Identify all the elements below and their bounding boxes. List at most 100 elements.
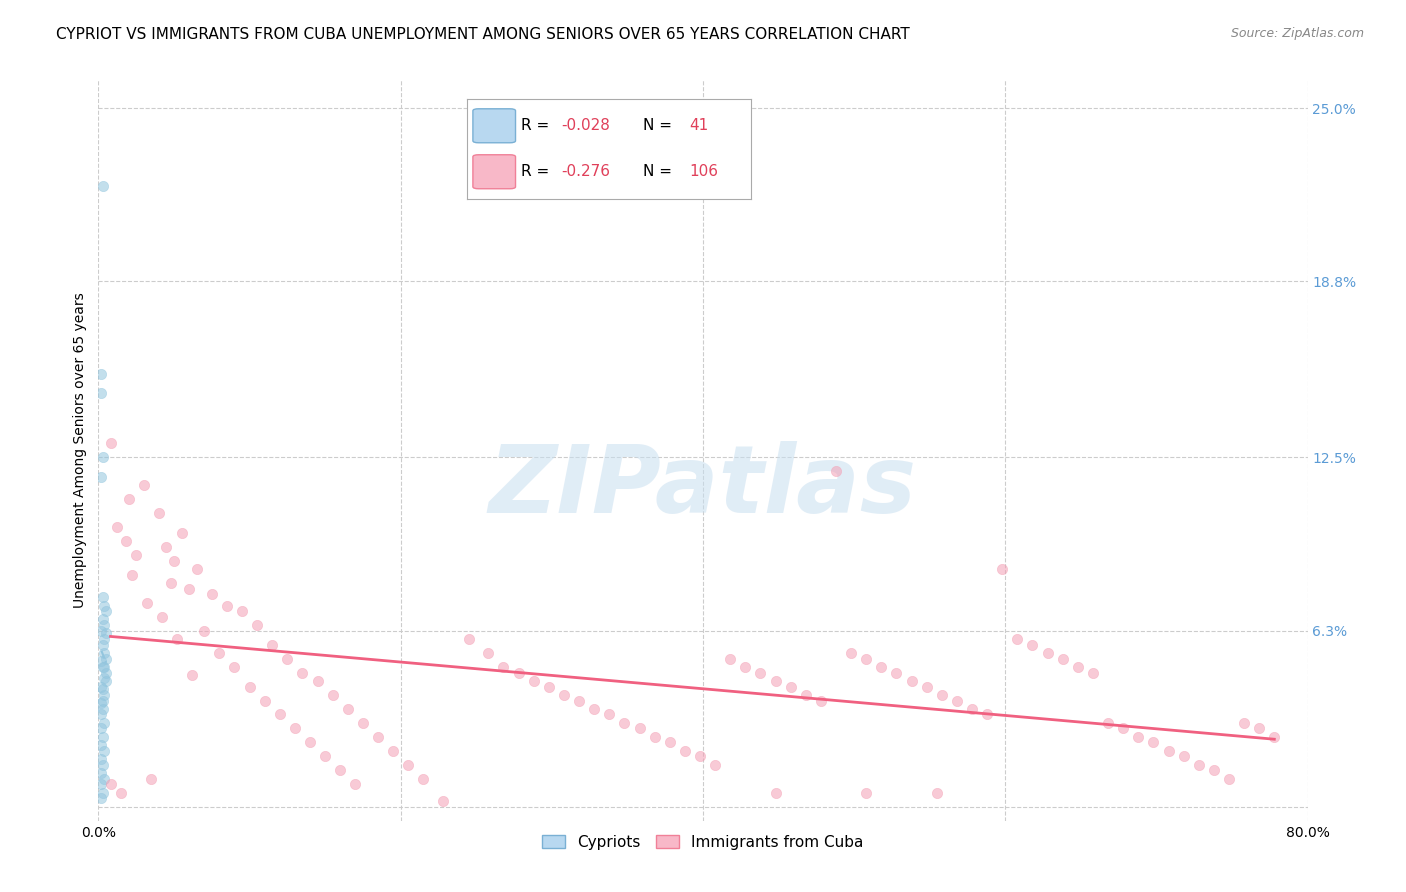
Point	[1067, 660, 1090, 674]
Point	[839, 646, 862, 660]
Point	[794, 688, 817, 702]
Point	[946, 693, 969, 707]
Point	[90, 722, 112, 736]
Point	[215, 599, 238, 613]
Point	[93, 646, 115, 660]
Point	[367, 730, 389, 744]
Point	[1036, 646, 1059, 660]
Point	[1249, 722, 1271, 736]
Point	[307, 673, 329, 688]
Point	[150, 609, 173, 624]
Point	[166, 632, 188, 646]
Point	[262, 638, 284, 652]
Point	[1097, 715, 1119, 730]
Point	[91, 450, 114, 465]
Point	[870, 660, 893, 674]
Point	[94, 604, 117, 618]
Text: ZIPatlas: ZIPatlas	[489, 442, 917, 533]
Point	[900, 673, 922, 688]
Point	[689, 749, 711, 764]
Point	[170, 525, 193, 540]
Point	[110, 786, 132, 800]
Point	[1112, 722, 1135, 736]
Point	[477, 646, 499, 660]
Point	[163, 554, 186, 568]
Point	[90, 470, 112, 484]
Point	[1142, 735, 1164, 749]
Point	[121, 567, 143, 582]
Point	[613, 715, 636, 730]
Point	[779, 680, 801, 694]
Point	[269, 707, 291, 722]
Point	[523, 673, 546, 688]
Point	[734, 660, 756, 674]
Point	[93, 744, 115, 758]
Point	[155, 540, 177, 554]
Point	[90, 707, 112, 722]
Point	[644, 730, 666, 744]
Point	[1218, 772, 1240, 786]
Y-axis label: Unemployment Among Seniors over 65 years: Unemployment Among Seniors over 65 years	[73, 293, 87, 608]
Point	[1233, 715, 1256, 730]
Point	[344, 777, 367, 791]
Point	[91, 179, 114, 194]
Point	[583, 702, 606, 716]
Point	[1173, 749, 1195, 764]
Point	[90, 367, 112, 381]
Point	[322, 688, 344, 702]
Point	[93, 599, 115, 613]
Point	[91, 638, 114, 652]
Point	[825, 464, 848, 478]
Point	[382, 744, 405, 758]
Point	[931, 688, 953, 702]
Point	[855, 786, 877, 800]
Point	[93, 618, 115, 632]
Point	[1052, 651, 1074, 665]
Point	[239, 680, 262, 694]
Point	[193, 624, 215, 638]
Point	[765, 786, 787, 800]
Point	[91, 693, 114, 707]
Point	[537, 680, 560, 694]
Point	[492, 660, 515, 674]
Point	[114, 534, 136, 549]
Point	[94, 651, 117, 665]
Point	[457, 632, 479, 646]
Point	[276, 651, 298, 665]
Point	[568, 693, 591, 707]
Point	[1007, 632, 1029, 646]
Point	[90, 791, 112, 805]
Text: CYPRIOT VS IMMIGRANTS FROM CUBA UNEMPLOYMENT AMONG SENIORS OVER 65 YEARS CORRELA: CYPRIOT VS IMMIGRANTS FROM CUBA UNEMPLOY…	[56, 27, 910, 42]
Point	[148, 506, 170, 520]
Point	[201, 587, 224, 601]
Point	[432, 794, 454, 808]
Legend: Cypriots, Immigrants from Cuba: Cypriots, Immigrants from Cuba	[534, 827, 872, 857]
Point	[352, 715, 374, 730]
Point	[927, 786, 949, 800]
Point	[1188, 757, 1211, 772]
Point	[94, 626, 117, 640]
Point	[93, 671, 115, 685]
Point	[299, 735, 322, 749]
Point	[141, 772, 163, 786]
Point	[224, 660, 246, 674]
Point	[93, 660, 115, 674]
Point	[749, 665, 772, 680]
Point	[1128, 730, 1150, 744]
Point	[396, 757, 419, 772]
Point	[90, 752, 112, 766]
Point	[915, 680, 938, 694]
Point	[231, 604, 253, 618]
Point	[160, 576, 183, 591]
Point	[246, 618, 269, 632]
Point	[118, 492, 141, 507]
Point	[93, 632, 115, 646]
Point	[100, 436, 122, 450]
Point	[284, 722, 307, 736]
Point	[91, 612, 114, 626]
Point	[208, 646, 231, 660]
Point	[90, 766, 112, 780]
Point	[90, 680, 112, 694]
Point	[598, 707, 620, 722]
Text: Source: ZipAtlas.com: Source: ZipAtlas.com	[1230, 27, 1364, 40]
